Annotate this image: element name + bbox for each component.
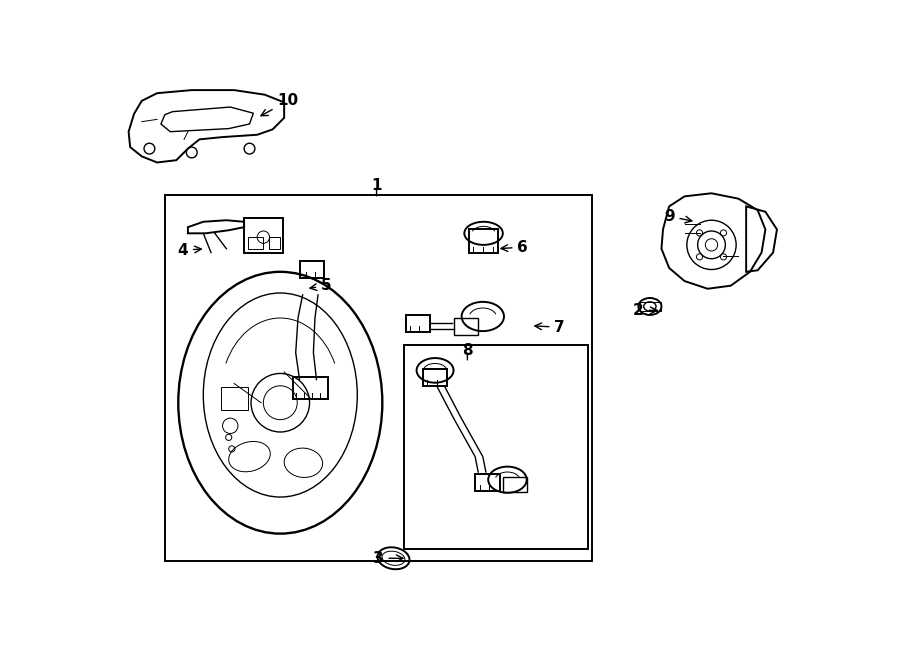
Bar [503, 477, 527, 492]
Text: 4: 4 [177, 243, 202, 258]
Bar [300, 261, 324, 278]
Text: 9: 9 [664, 209, 692, 224]
Bar [475, 475, 500, 491]
Bar [469, 229, 499, 253]
Bar [244, 218, 283, 253]
Text: 5: 5 [310, 278, 332, 293]
Bar [640, 302, 662, 311]
Text: 3: 3 [373, 551, 403, 566]
Bar [248, 237, 264, 249]
Text: 10: 10 [261, 93, 299, 116]
Bar [165, 195, 592, 561]
Bar [221, 387, 248, 410]
Bar [269, 237, 280, 249]
Text: 1: 1 [372, 178, 382, 193]
Text: 8: 8 [462, 343, 472, 358]
Text: 6: 6 [501, 240, 528, 254]
Bar [423, 369, 447, 386]
Bar [454, 318, 478, 335]
Bar [406, 315, 430, 332]
Bar [293, 377, 328, 399]
Bar [403, 345, 589, 549]
Text: 2: 2 [633, 303, 657, 318]
Text: 7: 7 [535, 320, 565, 334]
